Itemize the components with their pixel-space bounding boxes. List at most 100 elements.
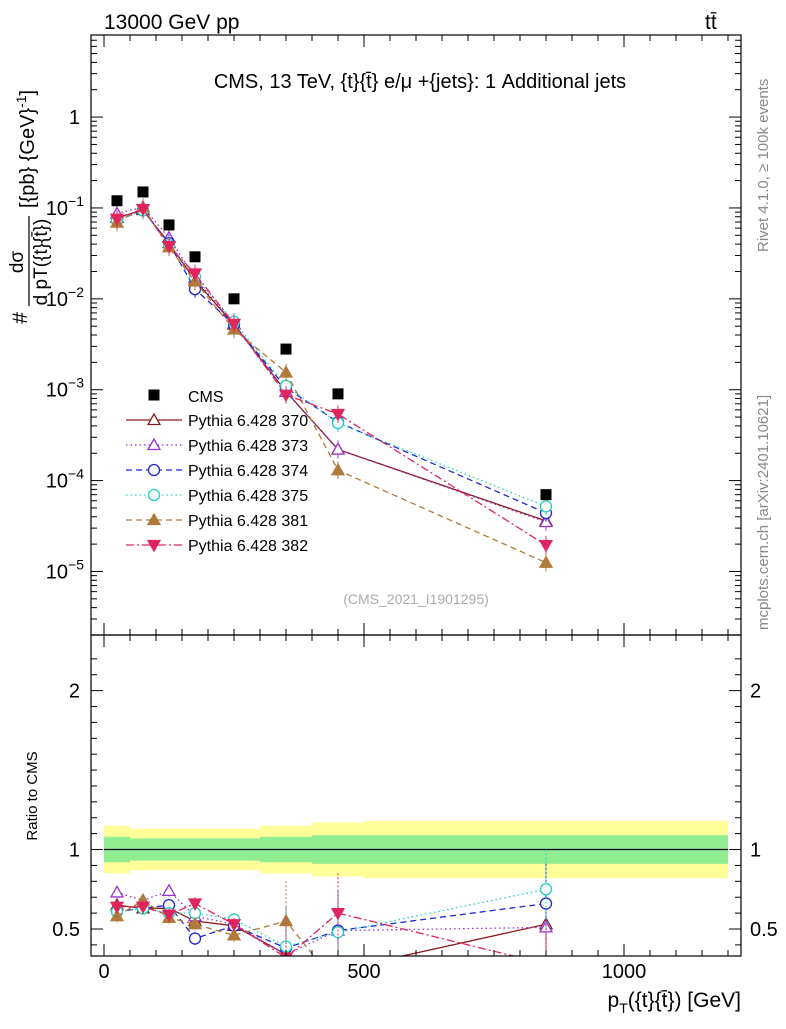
ratio-ylabel: Ratio to CMS <box>24 751 41 840</box>
main-point <box>161 240 177 254</box>
main-series-line <box>116 208 547 546</box>
ratio-point <box>187 898 203 911</box>
cms-point <box>111 195 123 207</box>
ratio-point <box>188 932 202 945</box>
main-series-line <box>116 209 547 522</box>
y-tick-label: 10−2 <box>46 284 84 311</box>
main-series-line <box>116 209 547 514</box>
cms-point <box>280 343 292 355</box>
y-tick-label: 10−3 <box>46 375 84 402</box>
ratio-point <box>109 901 125 915</box>
ratio-point <box>331 926 345 939</box>
main-ticks: 1 10−1 10−2 10−3 10−4 10−5 <box>46 34 741 636</box>
main-point <box>538 555 554 568</box>
main-ylabel-den: d pT({t}{t̄}) <box>31 219 52 306</box>
ratio-y-tick-label-right: 0.5 <box>750 919 778 941</box>
main-series <box>109 186 554 572</box>
main-point <box>109 213 125 227</box>
ratio-point <box>332 980 344 991</box>
legend-label-cms: CMS <box>188 389 224 406</box>
main-point <box>330 462 346 476</box>
main-ylabel: # dσ d pT({t}{t̄}) [{pb} {GeV}-1] <box>7 90 52 324</box>
main-point <box>538 539 554 553</box>
ratio-point <box>330 907 346 921</box>
ratio-y-tick-label-left: 1 <box>69 840 80 862</box>
legend-label: Pythia 6.428 375 <box>188 488 308 505</box>
legend-marker <box>146 412 162 426</box>
cms-point <box>332 388 344 400</box>
main-point <box>278 365 294 378</box>
legend-marker <box>147 488 161 502</box>
main-point <box>278 389 294 403</box>
main-point <box>226 318 242 332</box>
ratio-series-line <box>116 888 547 948</box>
main-ylabel-exp: -1 <box>13 95 29 108</box>
main-ylabel-suffix: [{pb} {GeV} <box>17 108 39 208</box>
ratio-point <box>278 913 294 927</box>
main-series-line <box>116 206 547 523</box>
ratio-point <box>187 916 203 930</box>
main-point <box>539 500 553 513</box>
legend-label: Pythia 6.428 382 <box>188 538 308 555</box>
ratio-bands <box>104 820 728 879</box>
ratio-point <box>539 883 553 896</box>
x-axis-label-sub: T <box>619 1000 628 1016</box>
ratio-point <box>109 885 125 898</box>
cms-point <box>540 489 552 501</box>
legend-label: Pythia 6.428 381 <box>188 513 308 530</box>
legend-label: Pythia 6.428 370 <box>188 413 308 430</box>
watermark: (CMS_2021_I1901295) <box>343 591 489 607</box>
x-tick-label: 0 <box>98 961 109 983</box>
ratio-point <box>540 959 552 970</box>
legend-marker <box>146 512 162 526</box>
ratio-series-line <box>116 904 547 956</box>
main-point <box>330 408 346 422</box>
beam-label: 13000 GeV pp <box>104 11 239 34</box>
ratio-y-tick-label-left: 0.5 <box>52 919 80 941</box>
main-ylabel-units: [{pb} {GeV}-1] <box>13 90 39 208</box>
legend-label: Pythia 6.428 374 <box>188 463 308 480</box>
y-tick-label: 10−1 <box>46 193 84 220</box>
x-axis-label: pT({t}{t̄}) [GeV] <box>608 989 741 1016</box>
ratio-y-tick-label-right: 2 <box>750 681 761 703</box>
main-ylabel-close: ] <box>17 90 39 96</box>
ratio-point <box>135 901 151 915</box>
process-label: tt̄ <box>705 11 717 34</box>
ratio-ticks: 0.5 0.5 1 1 2 2 0 500 1000 <box>52 635 778 983</box>
ratio-series-line <box>116 902 547 949</box>
mcplots-label: mcplots.cern.ch [arXiv:2401.10621] <box>755 395 772 630</box>
ratio-panel: 0.5 0.5 1 1 2 2 0 500 1000 <box>52 634 778 991</box>
rivet-label: Rivet 4.1.0, ≥ 100k events <box>755 79 772 252</box>
main-point <box>187 268 203 281</box>
legend: CMS Pythia 6.428 370 Pythia 6.428 373 Pythi… <box>126 389 308 555</box>
ratio-y-tick-label-right: 1 <box>750 840 761 862</box>
y-tick-label: 10−5 <box>46 556 84 583</box>
legend-marker-cms <box>148 389 160 401</box>
ratio-point <box>161 909 177 922</box>
ratio-frame <box>90 634 742 957</box>
main-ylabel-prefix: # <box>9 312 32 324</box>
x-tick-label: 500 <box>347 961 380 983</box>
main-point <box>330 442 346 455</box>
x-tick-label: 1000 <box>602 961 647 983</box>
y-tick-label: 10−4 <box>46 466 84 493</box>
legend-marker <box>147 463 161 477</box>
x-axis-label-p: p <box>608 989 620 1012</box>
ratio-point <box>332 964 344 975</box>
cms-point <box>189 251 201 263</box>
ratio-point <box>109 908 125 922</box>
legend-marker <box>146 437 162 451</box>
y-tick-label: 1 <box>69 107 80 129</box>
ratio-point <box>226 919 242 932</box>
x-axis-label-rest: ({t}{t̄}) [GeV] <box>628 989 741 1012</box>
main-series-line <box>116 209 547 508</box>
main-series-line <box>116 206 547 564</box>
main-title: CMS, 13 TeV, {t}{t̄} e/μ +{jets}: 1 Addi… <box>214 71 626 93</box>
ratio-y-tick-label-left: 2 <box>69 681 80 703</box>
ratio-series-line <box>116 890 547 956</box>
legend-label: Pythia 6.428 373 <box>188 438 308 455</box>
ratio-point <box>540 974 552 985</box>
ratio-point <box>161 883 177 896</box>
cms-point <box>228 293 240 305</box>
